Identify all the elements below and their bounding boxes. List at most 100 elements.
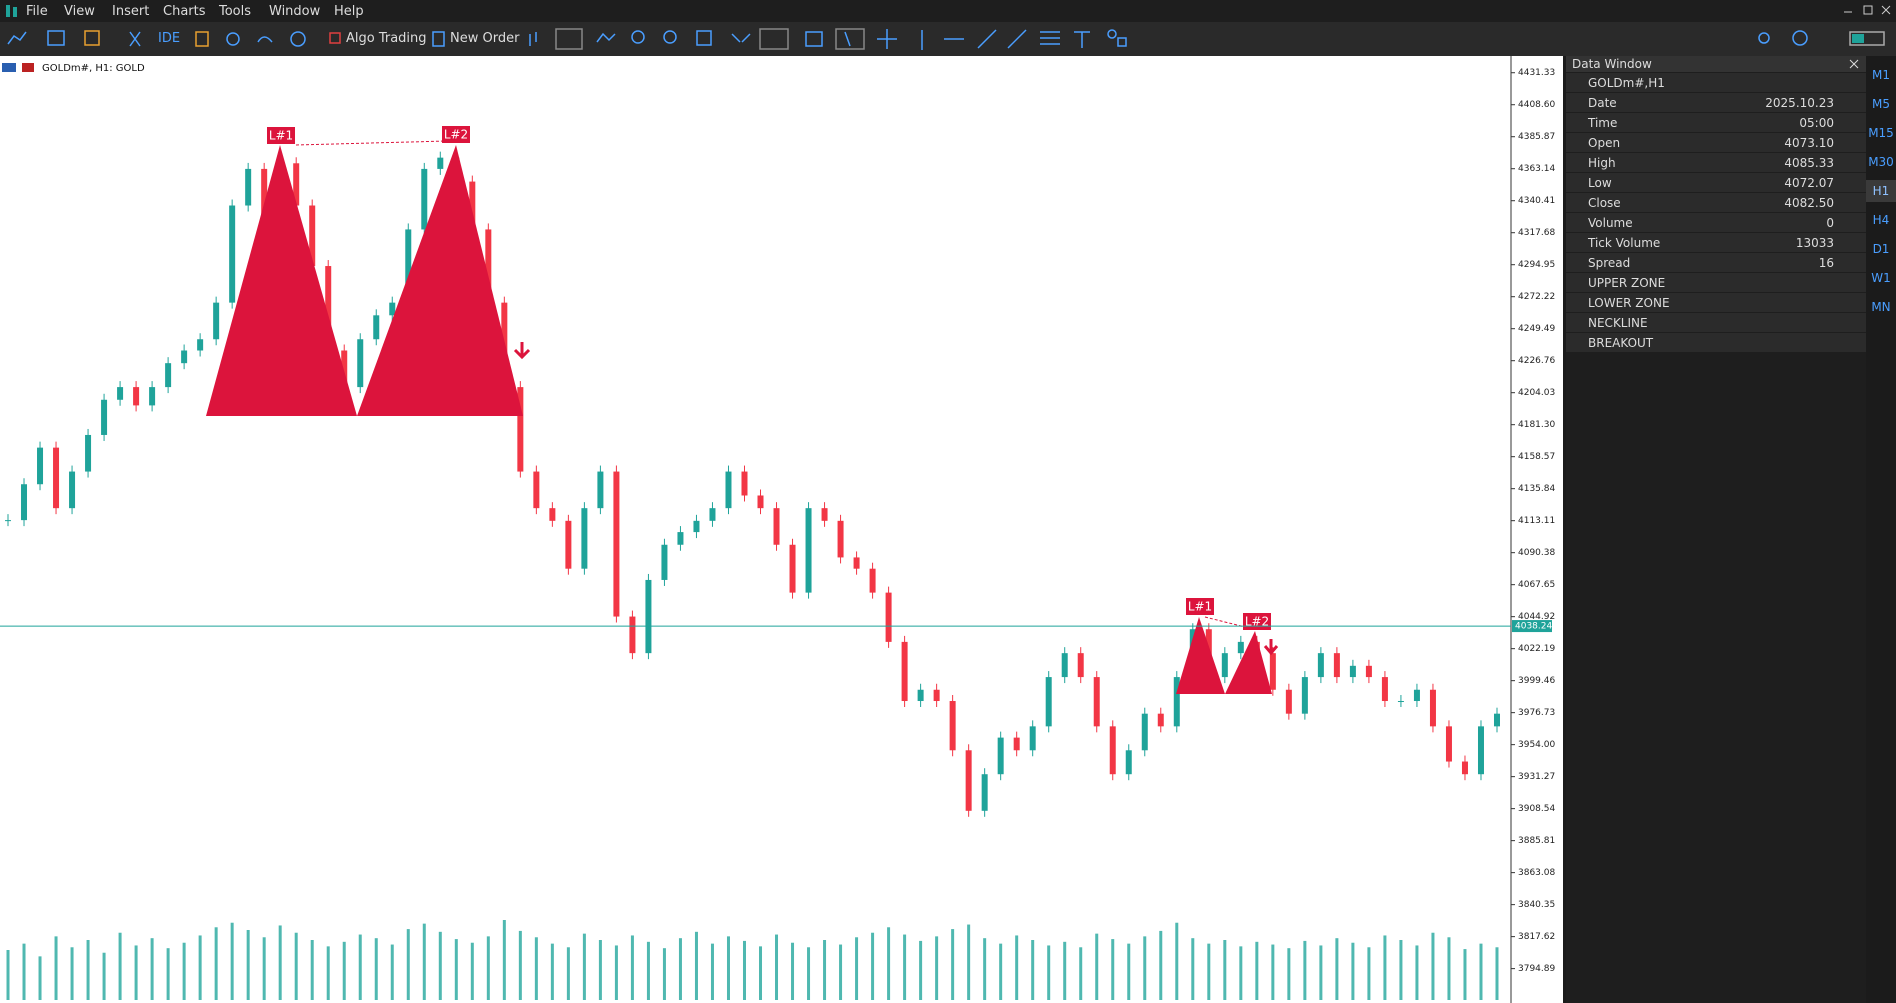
- y-tick-label: 4067.65: [1518, 580, 1555, 590]
- volume-bar: [1463, 949, 1467, 1000]
- y-tick-label: 4272.22: [1518, 292, 1555, 302]
- volume-bar: [22, 943, 26, 1000]
- volume-bar: [791, 942, 795, 1000]
- candle: [981, 774, 988, 811]
- candle: [933, 689, 940, 702]
- candle: [1445, 726, 1452, 762]
- pattern: L#1 L#2: [206, 126, 531, 416]
- candle: [901, 641, 908, 702]
- candle: [1397, 701, 1404, 703]
- candle: [53, 447, 60, 509]
- volume-bar: [550, 943, 554, 1000]
- candle: [1221, 653, 1228, 678]
- data-window-row: Time 05:00: [1566, 113, 1866, 133]
- chart[interactable]: GOLDm#, H1: GOLD L#1 L#2 L#1 L#2 4431.33…: [0, 56, 1563, 1003]
- volume-bar: [70, 947, 74, 1000]
- candle: [1157, 713, 1164, 727]
- field-value: 16: [1818, 256, 1834, 270]
- volume-bar: [1367, 947, 1371, 1000]
- volume-bar: [422, 923, 426, 1000]
- y-tick-label: 3794.89: [1518, 964, 1555, 974]
- volume-bar: [1319, 945, 1323, 1000]
- volume-bar: [1047, 945, 1051, 1000]
- candle: [837, 520, 844, 558]
- toolbar-button[interactable]: New Order: [450, 31, 520, 46]
- candle: [1477, 726, 1484, 775]
- volume-bar: [1303, 940, 1307, 1000]
- candle: [1141, 713, 1148, 751]
- candle: [661, 544, 668, 580]
- volume-bar: [1191, 938, 1195, 1000]
- y-tick-label: 4249.49: [1518, 324, 1555, 334]
- volume-bar: [662, 948, 666, 1000]
- volume-bar: [1239, 946, 1243, 1000]
- y-tick-label: 4340.41: [1518, 196, 1555, 206]
- y-tick-label: 4022.19: [1518, 644, 1555, 654]
- candle: [741, 471, 748, 496]
- timeframe[interactable]: M15: [1868, 126, 1894, 140]
- candle: [533, 471, 540, 509]
- data-window-row: Volume 0: [1566, 213, 1866, 233]
- volume-bar: [1495, 947, 1499, 1000]
- field-name: Spread: [1588, 256, 1631, 270]
- pattern-label: L#2: [444, 128, 468, 142]
- volume-bar: [839, 944, 843, 1000]
- breakout-arrow: [1263, 639, 1279, 656]
- volume-bar: [246, 930, 250, 1000]
- y-tick-label: 4135.84: [1518, 484, 1555, 494]
- y-tick-label: 4181.30: [1518, 420, 1555, 430]
- menu-item[interactable]: View: [64, 4, 95, 19]
- volume-bar: [214, 927, 218, 1000]
- timeframe[interactable]: MN: [1871, 300, 1891, 314]
- timeframe[interactable]: M1: [1872, 68, 1890, 82]
- candle: [1333, 653, 1340, 678]
- pattern-shape: [206, 145, 357, 416]
- timeframe[interactable]: H1: [1866, 180, 1896, 202]
- timeframe[interactable]: M5: [1872, 97, 1890, 111]
- timeframe[interactable]: W1: [1871, 271, 1891, 285]
- data-window: Data Window GOLDm#,H1 Date 2025.10.23 Time 0…: [1566, 56, 1872, 1003]
- y-tick-label: 4385.87: [1518, 132, 1555, 142]
- candle: [101, 399, 108, 435]
- timeframe[interactable]: H4: [1872, 213, 1890, 227]
- candle: [1381, 677, 1388, 702]
- volume-bar: [775, 934, 779, 1000]
- volume-bar: [1287, 948, 1291, 1000]
- y-tick-label: 4113.11: [1518, 516, 1555, 526]
- volume-bar: [630, 935, 634, 1000]
- pattern-label: L#2: [1245, 615, 1269, 629]
- menu-item[interactable]: Tools: [219, 4, 252, 19]
- candle: [1413, 689, 1420, 702]
- menu-item[interactable]: Charts: [163, 4, 206, 19]
- y-tick-label: 4363.14: [1518, 164, 1555, 174]
- volume-bar: [262, 937, 266, 1000]
- candle: [165, 363, 172, 388]
- menu-item[interactable]: Window: [269, 4, 321, 19]
- volume-bar: [566, 947, 570, 1000]
- close-button[interactable]: [1848, 58, 1860, 70]
- menu-item[interactable]: Help: [334, 4, 364, 19]
- volume-bar: [1399, 940, 1403, 1000]
- toolbar-button[interactable]: Algo Trading: [346, 31, 427, 46]
- timeframe[interactable]: M30: [1868, 155, 1894, 169]
- pattern-shape: [357, 145, 523, 416]
- candle: [869, 568, 876, 593]
- app-icon: [6, 5, 17, 17]
- volume-bar: [1175, 922, 1179, 1000]
- y-tick-label: 4044.92: [1518, 612, 1555, 622]
- candle: [69, 471, 76, 509]
- menu-item[interactable]: File: [26, 4, 48, 19]
- timeframe[interactable]: D1: [1872, 242, 1890, 256]
- y-tick-label: 4294.95: [1518, 260, 1555, 270]
- menu-item[interactable]: Insert: [112, 4, 150, 19]
- field-name: Open: [1588, 136, 1621, 150]
- current-price-label: 4038.24: [1515, 622, 1552, 632]
- window-controls[interactable]: [1806, 0, 1896, 22]
- candle: [437, 157, 444, 169]
- volume-bar: [951, 929, 955, 1000]
- toolbar-button[interactable]: IDE: [158, 31, 181, 46]
- field-value: 05:00: [1799, 116, 1834, 130]
- candle: [997, 737, 1004, 775]
- data-window-row: Tick Volume 13033: [1566, 233, 1866, 253]
- volume-bar: [1111, 939, 1115, 1000]
